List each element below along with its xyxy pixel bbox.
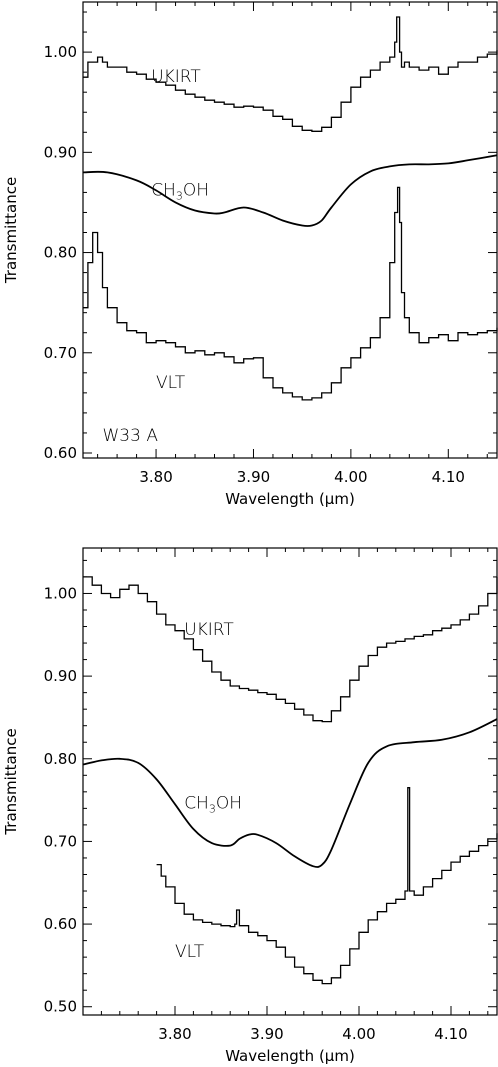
x-tick-label: 3.80 bbox=[158, 1025, 191, 1043]
y-tick-label: 0.60 bbox=[44, 915, 77, 933]
x-tick-label: 4.10 bbox=[432, 468, 465, 486]
y-tick-label: 0.80 bbox=[44, 750, 77, 768]
y-axis-title: Transmittance bbox=[2, 728, 20, 835]
series-annotation: CH3OH bbox=[151, 180, 209, 202]
y-tick-label: 0.90 bbox=[44, 143, 77, 161]
y-tick-label: 0.80 bbox=[44, 244, 77, 262]
y-tick-label: 0.90 bbox=[44, 667, 77, 685]
x-tick-label: 3.90 bbox=[250, 1025, 283, 1043]
spectrum-trace-1 bbox=[83, 576, 498, 723]
series-annotation: W33 A bbox=[102, 426, 158, 446]
y-tick-label: 0.70 bbox=[44, 832, 77, 850]
series-annotation: VLT bbox=[175, 942, 205, 962]
chart-panel-1: 0.60 0.70 0.80 0.90 1.00 3.80 3.90 4.00 4.10 Wave… bbox=[2, 1, 498, 508]
x-axis-title: Wavelength (μm) bbox=[225, 1047, 355, 1065]
y-tick-label: 0.60 bbox=[44, 444, 77, 462]
series-annotation: UKIRT bbox=[151, 67, 201, 87]
y-tick-label: 1.00 bbox=[44, 584, 77, 602]
x-tick-label: 4.10 bbox=[434, 1025, 467, 1043]
y-axis-title: Transmittance bbox=[2, 177, 20, 284]
series-annotation: VLT bbox=[156, 373, 186, 393]
x-tick-label: 4.00 bbox=[342, 1025, 375, 1043]
chart-panel-2: 0.50 0.60 0.70 0.80 0.90 1.00 3.80 3.90 4.00 4.10… bbox=[2, 547, 498, 1065]
spectrum-trace-1 bbox=[83, 16, 498, 132]
plot-frame bbox=[82, 547, 498, 1016]
spectrum-trace-3 bbox=[83, 186, 498, 401]
x-tick-label: 3.90 bbox=[237, 468, 270, 486]
y-tick-label: 0.70 bbox=[44, 344, 77, 362]
plot-frame bbox=[82, 1, 498, 459]
y-tick-label: 1.00 bbox=[44, 43, 77, 61]
series-annotation: UKIRT bbox=[184, 620, 234, 640]
series-annotation: CH3OH bbox=[184, 793, 242, 815]
x-axis-title: Wavelength (μm) bbox=[225, 490, 355, 508]
x-tick-label: 4.00 bbox=[334, 468, 367, 486]
y-tick-label: 0.50 bbox=[44, 998, 77, 1016]
ch3oh-model-curve bbox=[82, 154, 498, 227]
x-tick-label: 3.80 bbox=[139, 468, 172, 486]
ch3oh-model-curve bbox=[82, 718, 498, 868]
spectrum-trace-3 bbox=[156, 787, 498, 985]
